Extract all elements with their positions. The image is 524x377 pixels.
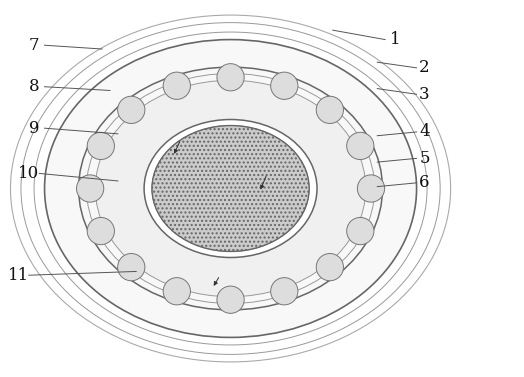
Text: 8: 8 [29, 78, 39, 95]
Text: 4: 4 [419, 123, 430, 141]
Ellipse shape [152, 126, 309, 251]
Ellipse shape [144, 120, 317, 257]
Ellipse shape [79, 67, 383, 310]
Ellipse shape [117, 96, 145, 124]
Ellipse shape [347, 218, 374, 245]
Ellipse shape [87, 218, 114, 245]
Text: 3: 3 [419, 86, 430, 103]
Text: 10: 10 [18, 165, 39, 182]
Ellipse shape [316, 253, 344, 281]
Ellipse shape [217, 64, 244, 91]
Ellipse shape [87, 132, 114, 159]
Text: 5: 5 [419, 150, 430, 167]
Text: 6: 6 [419, 174, 430, 192]
Ellipse shape [95, 80, 366, 297]
Ellipse shape [117, 253, 145, 281]
Ellipse shape [347, 132, 374, 159]
Ellipse shape [45, 40, 417, 337]
Text: 1: 1 [390, 31, 401, 48]
Ellipse shape [163, 72, 190, 100]
Ellipse shape [77, 175, 104, 202]
Ellipse shape [217, 286, 244, 313]
Text: 7: 7 [29, 37, 39, 54]
Text: 11: 11 [8, 267, 29, 284]
Ellipse shape [271, 277, 298, 305]
Ellipse shape [271, 72, 298, 100]
Text: 2: 2 [419, 59, 430, 77]
Ellipse shape [316, 96, 344, 124]
Text: 9: 9 [29, 120, 39, 137]
Ellipse shape [357, 175, 385, 202]
Ellipse shape [163, 277, 190, 305]
